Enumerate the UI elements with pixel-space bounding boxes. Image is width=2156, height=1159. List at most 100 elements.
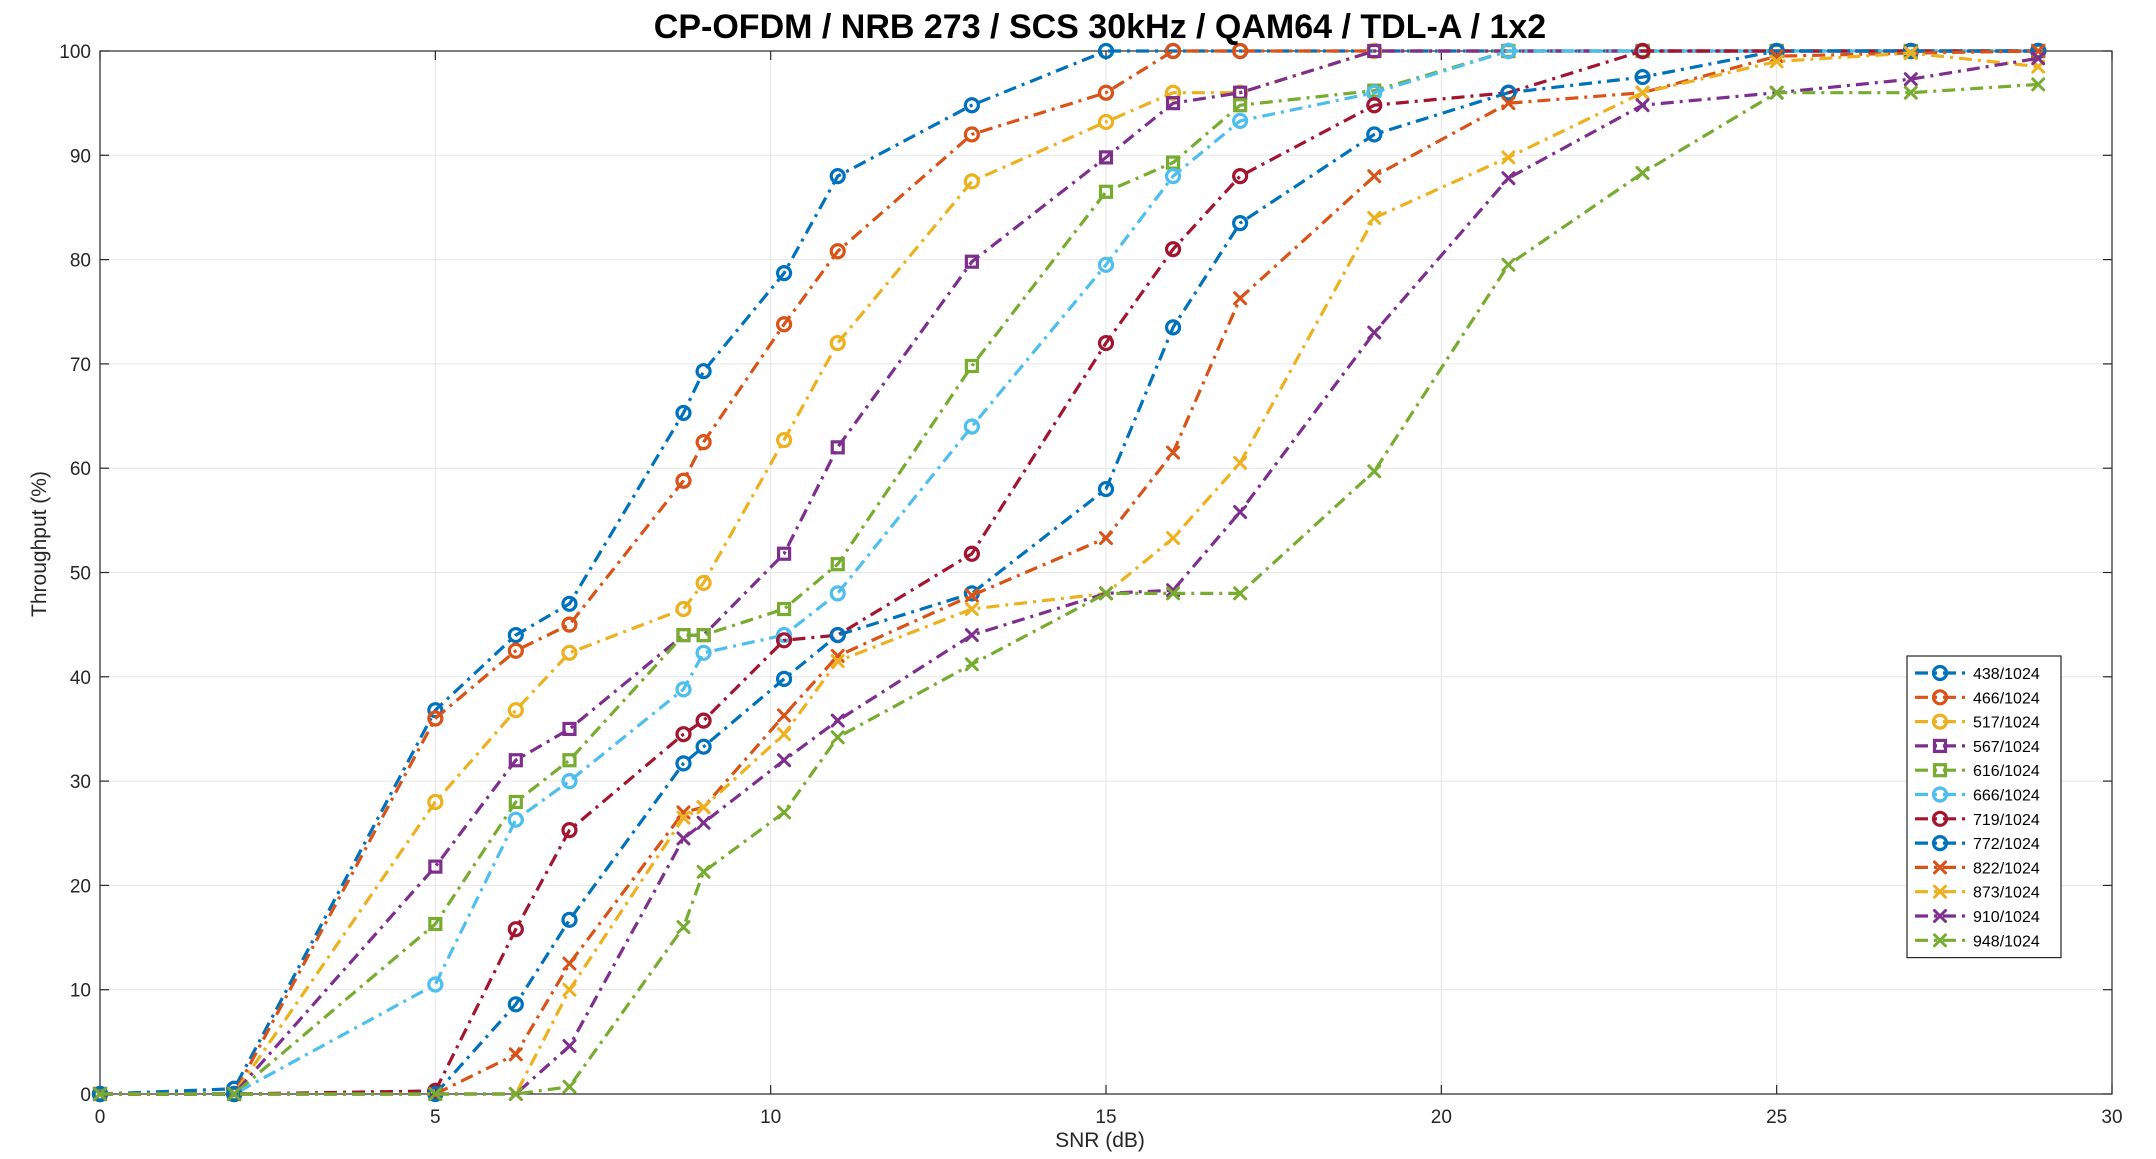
data-point [963,173,980,190]
legend-marker [1932,738,1948,754]
data-point [1164,319,1182,336]
data-point [695,738,712,755]
y-tick-label: 30 [70,772,91,793]
legend-item: 517/1024 [1915,713,2040,732]
y-tick-label: 100 [59,42,91,63]
data-point [227,1087,242,1101]
data-point [1769,85,1784,100]
data-point [1232,168,1249,185]
series-line [100,49,2039,1096]
legend-label: 466/1024 [1973,690,2040,707]
data-point [1366,126,1383,143]
data-point [428,916,443,932]
data-point [964,358,979,374]
data-point [1097,256,1115,273]
legend-label: 567/1024 [1973,739,2040,756]
data-point [1635,85,1650,100]
data-point [1166,586,1181,601]
data-point [561,595,578,612]
data-point [1097,113,1115,131]
data-point [675,726,692,743]
series-719-1024 [91,42,2047,1103]
data-point [776,601,792,617]
data-point [508,794,523,810]
data-point [561,644,578,661]
y-tick-label: 70 [70,355,91,376]
legend-item: 822/1024 [1915,860,2040,877]
legend-marker [1932,763,1948,778]
y-tick-label: 40 [70,668,91,689]
data-point [829,168,846,185]
data-point [676,831,691,846]
y-tick-label: 50 [70,564,91,585]
data-point [1164,42,1182,60]
chart-title: CP-OFDM / NRB 273 / SCS 30kHz / QAM64 / … [654,8,1546,46]
x-tick-label: 0 [95,1107,106,1128]
legend-item: 719/1024 [1915,810,2040,829]
data-point [562,982,577,997]
data-point [964,657,979,672]
legend-item: 772/1024 [1915,834,2040,853]
legend-label: 873/1024 [1973,885,2040,902]
data-point [964,628,979,643]
data-point [1635,98,1650,113]
data-point [1166,445,1181,460]
data-point [561,911,578,928]
y-axis-label: Throughput (%) [28,471,51,617]
data-point [1903,46,1918,61]
data-point [507,921,524,938]
data-point [428,859,443,874]
data-point [695,434,712,451]
data-point [676,810,691,825]
data-point [427,793,444,811]
data-point [1097,480,1115,498]
x-tick-label: 30 [2101,1107,2122,1128]
data-point [775,670,793,687]
data-point [777,805,792,820]
legend-label: 948/1024 [1973,933,2040,950]
data-point [93,1087,107,1101]
data-point [562,1079,577,1094]
data-point [2031,77,2046,92]
legend-label: 666/1024 [1973,788,2040,805]
legend-item: 616/1024 [1915,763,2040,780]
data-point [696,864,711,879]
legend-marker [1931,689,1949,706]
data-point [963,418,980,435]
data-point [775,316,793,333]
legend-item: 873/1024 [1915,884,2040,902]
legend-marker [1933,933,1947,948]
data-point [561,822,578,839]
data-point [1367,325,1382,340]
data-point [1501,171,1516,186]
legend-marker [1933,884,1947,899]
axis-ticks: 0 5 10 15 20 25 30 0 10 20 30 40 50 60 70 80 90 100 [59,42,2122,1128]
data-point [675,681,692,698]
series-line [100,49,2039,1096]
legend-item: 666/1024 [1915,786,2040,805]
data-point [696,800,711,815]
data-point [676,627,691,643]
y-tick-label: 80 [70,251,91,272]
data-point [507,626,524,644]
data-point [1500,84,1517,101]
data-point [775,632,793,649]
data-point [1367,210,1382,225]
data-point [695,574,712,592]
legend-item: 466/1024 [1915,689,2040,707]
legend-item: 910/1024 [1915,909,2040,926]
data-point [1232,214,1249,232]
legend-label: 910/1024 [1973,909,2040,926]
data-point [2031,51,2046,66]
data-point [964,588,979,603]
data-point [775,431,793,449]
data-point [1501,96,1516,111]
data-point [1367,169,1382,184]
data-point [696,815,711,830]
y-tick-label: 0 [80,1085,91,1106]
data-point [775,265,793,282]
data-point [1903,85,1918,100]
data-point [830,654,845,669]
legend-label: 719/1024 [1973,812,2040,829]
legend-label: 616/1024 [1973,763,2040,780]
